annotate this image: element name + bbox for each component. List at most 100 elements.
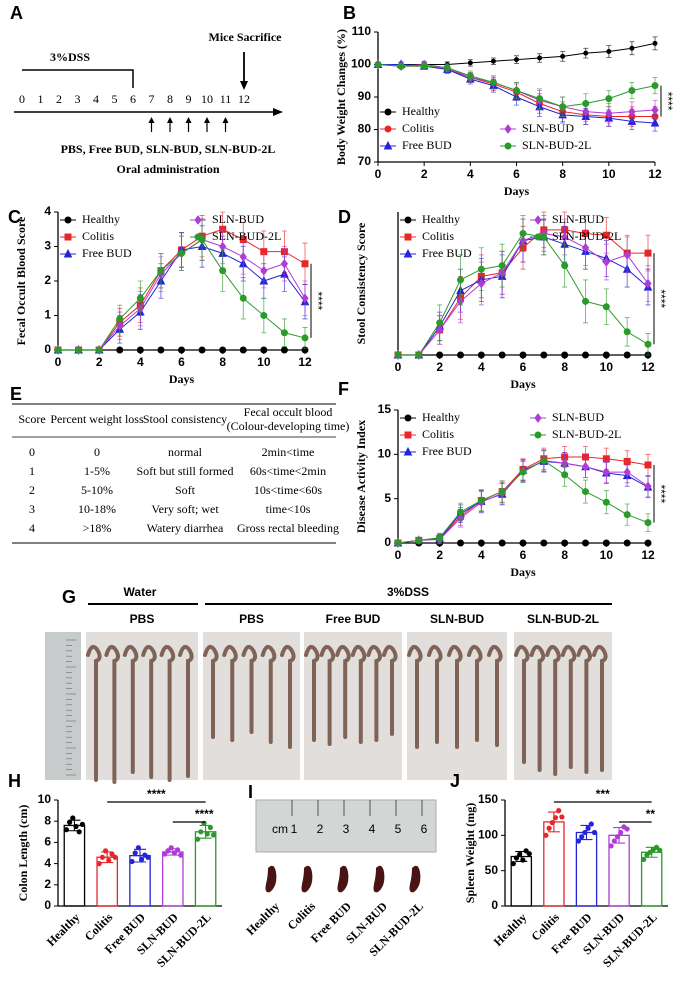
spleen-sample <box>337 865 349 893</box>
marker <box>116 346 124 354</box>
data-point <box>168 845 174 851</box>
colon-sample <box>382 644 398 736</box>
data-point <box>588 821 594 827</box>
x-tick-label: 12 <box>648 167 662 181</box>
data-point <box>112 854 118 860</box>
y-axis-label: Stool Consistency Score <box>354 222 368 344</box>
table-cell: 10-18% <box>78 502 116 516</box>
marker <box>644 539 652 547</box>
data-point <box>165 848 171 854</box>
marker <box>623 250 631 260</box>
x-axis-label: Days <box>510 565 536 579</box>
data-point <box>162 851 168 857</box>
y-tick-label: 4 <box>44 856 51 870</box>
marker <box>519 351 527 359</box>
day-label: 0 <box>19 92 25 106</box>
data-point <box>106 857 112 864</box>
ruler-mark: 6 <box>421 822 428 836</box>
colon-sample <box>319 644 336 746</box>
legend-label: SLN-BUD-2L <box>522 138 591 152</box>
marker <box>623 539 631 547</box>
legend-label: SLN-BUD-2L <box>212 229 281 243</box>
dose-arrowhead <box>204 117 210 123</box>
colon-sample <box>241 644 258 734</box>
marker <box>561 262 569 270</box>
marker <box>404 414 412 422</box>
marker <box>644 340 652 348</box>
data-point <box>171 850 177 856</box>
marker <box>582 539 589 547</box>
marker <box>415 351 423 359</box>
data-point <box>129 858 135 865</box>
dss-bracket <box>22 69 134 88</box>
table-cell: 2 <box>29 483 35 497</box>
data-point <box>591 829 598 836</box>
marker <box>489 78 497 86</box>
marker <box>605 95 613 103</box>
colon-sample <box>529 644 546 772</box>
marker <box>606 49 612 54</box>
data-point <box>526 851 532 857</box>
marker <box>540 539 548 547</box>
marker <box>644 249 652 257</box>
y-tick-label: 80 <box>358 122 372 136</box>
table-cell: 4 <box>29 521 35 535</box>
data-point <box>145 854 151 860</box>
marker <box>457 351 464 359</box>
data-point <box>546 825 552 831</box>
x-tick-label: 10 <box>602 167 616 181</box>
data-point <box>70 815 76 821</box>
y-tick-label: 0 <box>491 898 498 912</box>
marker <box>582 351 589 359</box>
colon-sample <box>407 644 423 749</box>
marker <box>513 87 520 94</box>
marker <box>394 539 402 547</box>
significance-label: **** <box>661 92 675 111</box>
table-header: Stool consistency <box>143 412 227 426</box>
marker <box>384 108 392 116</box>
data-point <box>556 808 562 814</box>
phase-label: 3%DSS <box>50 50 90 64</box>
marker <box>301 260 309 268</box>
marker <box>519 468 527 476</box>
marker <box>534 233 542 241</box>
data-point <box>513 855 520 861</box>
marker <box>95 346 103 354</box>
marker <box>504 124 512 134</box>
table-cell: 10s<time<60s <box>254 483 323 497</box>
data-point <box>559 814 565 820</box>
spleen-sample <box>373 865 385 893</box>
x-tick-label: 0 <box>395 360 402 374</box>
data-point <box>67 819 73 825</box>
data-point <box>139 856 145 862</box>
marker <box>602 539 610 547</box>
day-label: 2 <box>56 92 62 106</box>
x-axis-label: Days <box>169 372 195 386</box>
legend-label: Colitis <box>422 229 454 243</box>
x-tick-label: 10 <box>257 355 271 369</box>
marker <box>651 82 659 90</box>
table-header: Fecal occult blood <box>244 405 333 419</box>
marker <box>498 539 506 547</box>
ruler-mark: 1 <box>291 822 298 836</box>
marker <box>157 346 165 354</box>
dose-arrowhead <box>222 117 229 123</box>
x-tick-label: 12 <box>298 355 312 369</box>
y-tick-label: 100 <box>478 828 498 842</box>
marker <box>64 233 72 241</box>
y-tick-label: 2 <box>44 877 51 891</box>
data-point <box>510 861 516 867</box>
marker <box>644 278 652 289</box>
legend-label: SLN-BUD <box>212 212 264 226</box>
marker <box>602 303 610 311</box>
y-tick-label: 1 <box>44 308 51 322</box>
sacrifice-arrowhead <box>240 81 248 90</box>
marker <box>157 267 165 275</box>
marker <box>602 351 610 359</box>
panel-label: J <box>450 771 460 791</box>
marker <box>301 334 309 342</box>
marker <box>623 328 631 336</box>
y-axis-label: Colon Length (cm) <box>16 805 30 902</box>
group-header: 3%DSS <box>387 585 429 599</box>
legend-label: Free BUD <box>82 246 132 260</box>
